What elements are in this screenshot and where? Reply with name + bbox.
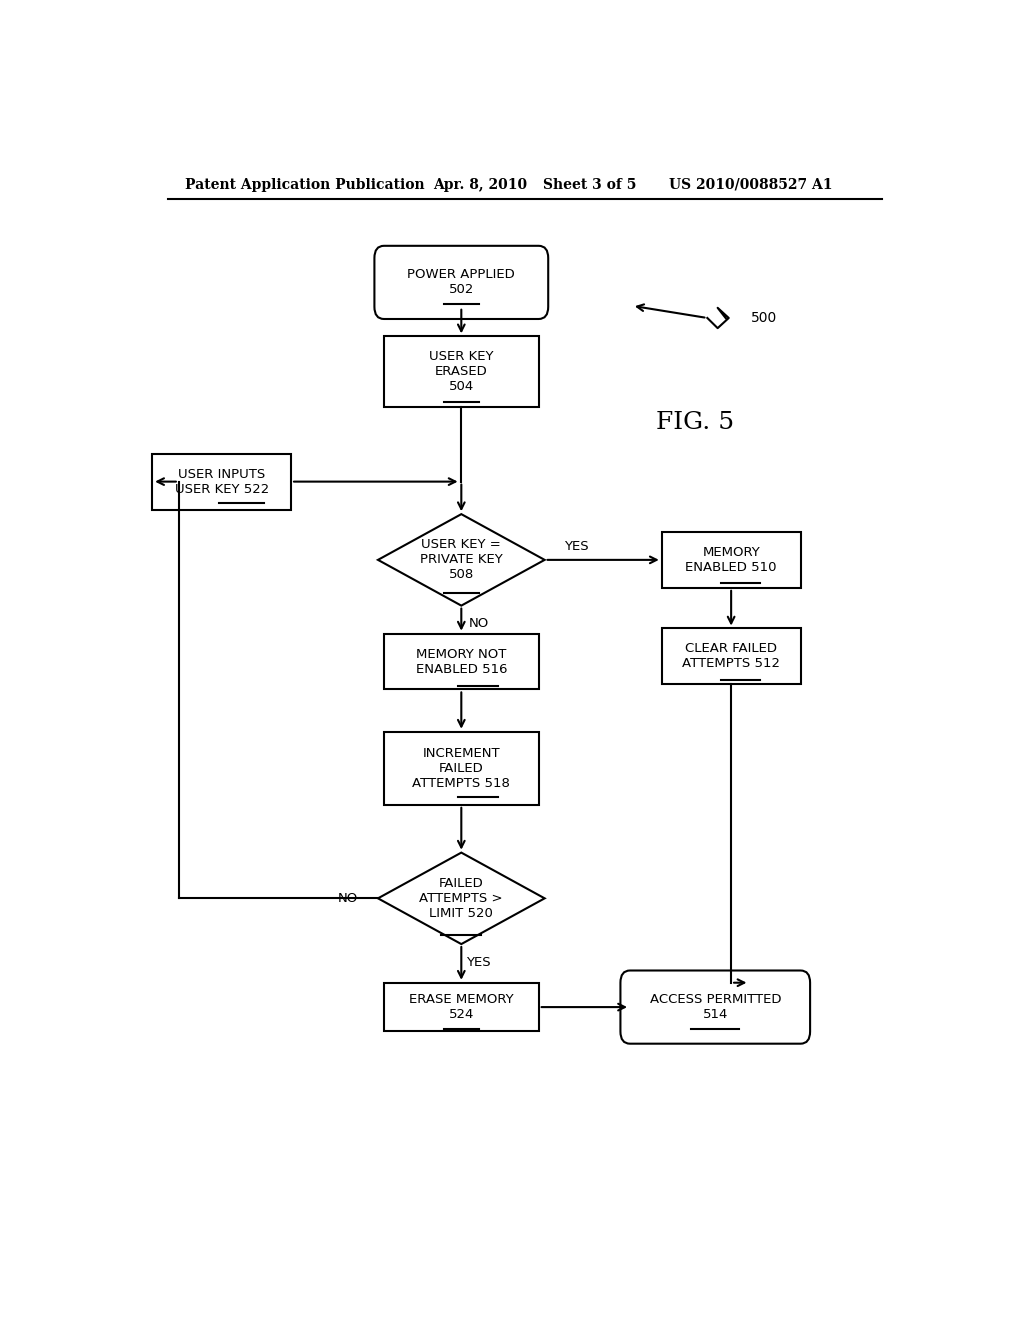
Text: Apr. 8, 2010: Apr. 8, 2010 — [433, 178, 527, 191]
Text: INCREMENT
FAILED
ATTEMPTS 518: INCREMENT FAILED ATTEMPTS 518 — [413, 747, 510, 789]
Text: USER KEY =
PRIVATE KEY
508: USER KEY = PRIVATE KEY 508 — [420, 539, 503, 581]
Polygon shape — [378, 853, 545, 944]
Text: MEMORY NOT
ENABLED 516: MEMORY NOT ENABLED 516 — [416, 648, 507, 676]
Text: ACCESS PERMITTED
514: ACCESS PERMITTED 514 — [649, 993, 781, 1022]
Bar — [384, 634, 539, 689]
Text: YES: YES — [467, 956, 492, 969]
Text: CLEAR FAILED
ATTEMPTS 512: CLEAR FAILED ATTEMPTS 512 — [682, 643, 780, 671]
Text: ERASE MEMORY
524: ERASE MEMORY 524 — [409, 993, 514, 1022]
Text: YES: YES — [564, 540, 589, 553]
Text: Sheet 3 of 5: Sheet 3 of 5 — [543, 178, 637, 191]
Bar — [384, 731, 539, 805]
Text: POWER APPLIED
502: POWER APPLIED 502 — [408, 268, 515, 297]
Bar — [662, 532, 801, 587]
FancyBboxPatch shape — [621, 970, 810, 1044]
Bar — [153, 454, 291, 510]
Bar — [662, 628, 801, 684]
Text: MEMORY
ENABLED 510: MEMORY ENABLED 510 — [685, 546, 777, 574]
Text: USER INPUTS
USER KEY 522: USER INPUTS USER KEY 522 — [174, 467, 268, 495]
Text: USER KEY
ERASED
504: USER KEY ERASED 504 — [429, 350, 494, 393]
Text: 500: 500 — [751, 312, 777, 325]
Text: NO: NO — [469, 618, 488, 631]
Text: FAILED
ATTEMPTS >
LIMIT 520: FAILED ATTEMPTS > LIMIT 520 — [420, 876, 503, 920]
Text: US 2010/0088527 A1: US 2010/0088527 A1 — [670, 178, 833, 191]
Bar — [384, 337, 539, 408]
Text: NO: NO — [338, 892, 358, 904]
Text: Patent Application Publication: Patent Application Publication — [185, 178, 425, 191]
Bar — [384, 982, 539, 1031]
Text: FIG. 5: FIG. 5 — [656, 411, 734, 434]
FancyBboxPatch shape — [375, 246, 548, 319]
Polygon shape — [378, 515, 545, 606]
